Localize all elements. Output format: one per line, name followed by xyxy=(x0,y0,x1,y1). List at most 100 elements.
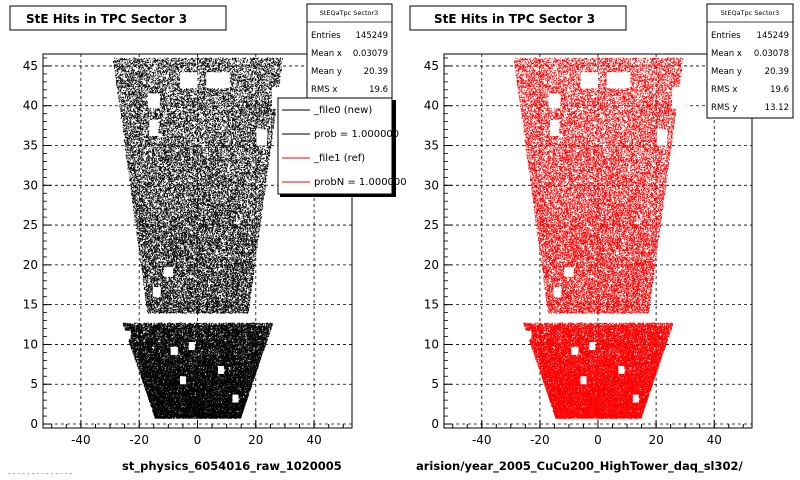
right-y-tick-label: 35 xyxy=(424,139,439,153)
left-x-tick-label: -20 xyxy=(129,433,149,447)
right-stat-value-2: 20.39 xyxy=(765,67,789,77)
legend-label-2: _file1 (ref) xyxy=(313,153,365,164)
left-dead-pad xyxy=(180,376,186,385)
left-title-box xyxy=(9,5,227,31)
left-stat-label-2: Mean y xyxy=(311,67,342,77)
left-x-axis-label: st_physics_6054016_raw_1020005 xyxy=(122,459,342,474)
left-y-tick-label: 35 xyxy=(23,139,38,153)
right-dead-pad xyxy=(606,72,630,89)
left-dead-pad xyxy=(152,287,161,297)
left-y-tick-label: 40 xyxy=(23,99,38,113)
left-dead-pad xyxy=(94,76,109,96)
left-chart-title: StE Hits in TPC Sector 3 xyxy=(26,12,187,26)
left-dead-pad xyxy=(170,346,178,355)
right-dead-pad xyxy=(504,152,518,174)
right-dead-pad xyxy=(571,346,579,355)
right-x-axis-label: arision/year_2005_CuCu200_HighTower_daq_… xyxy=(416,459,744,474)
right-hit-points xyxy=(494,57,687,419)
right-dead-pad xyxy=(494,76,510,96)
left-stat-value-1: 0.03079 xyxy=(353,49,388,59)
right-stats-box: StEQaTpc Sector3 Entries 145249 Mean x 0… xyxy=(706,3,794,119)
right-axes: -40 -20 0 20 40 0 5 10 15 20 25 30 35 40 45 xyxy=(424,57,744,447)
left-dead-pad xyxy=(147,93,160,109)
right-dead-pad xyxy=(618,365,625,374)
right-dead-pad xyxy=(548,93,561,109)
left-y-tick-label: 5 xyxy=(30,377,38,391)
left-stats-box: StEQaTpc Sector3 Entries 145249 Mean x 0… xyxy=(306,3,393,99)
right-y-tick-label: 10 xyxy=(424,337,439,351)
right-y-tick-label: 45 xyxy=(424,59,439,73)
right-x-tick-label: -20 xyxy=(530,433,550,447)
legend-label-0: _file0 (new) xyxy=(313,105,372,116)
right-dead-pad xyxy=(580,72,598,89)
left-stat-label-1: Mean x xyxy=(311,49,342,59)
left-dead-pad xyxy=(259,280,276,297)
left-hits-scatter xyxy=(112,57,283,419)
left-x-tick-label: -40 xyxy=(71,433,91,447)
left-stat-value-3: 19.6 xyxy=(369,85,388,95)
left-y-tick-label: 45 xyxy=(23,59,38,73)
legend-label-1: prob = 1.000000 xyxy=(314,129,399,140)
left-y-tick-label: 25 xyxy=(23,218,38,232)
right-x-tick-label: 0 xyxy=(594,433,602,447)
right-dead-pad xyxy=(525,330,532,339)
right-chart: StE Hits in TPC Sector 3 -40 -20 0 20 40 0 5 10… xyxy=(409,3,794,474)
left-stats-frame xyxy=(306,3,393,99)
left-dead-pad xyxy=(232,394,239,403)
right-y-tick-label: 15 xyxy=(424,298,439,312)
right-dead-pad xyxy=(550,120,559,136)
right-x-tick-label: 20 xyxy=(648,433,663,447)
left-x-tick-label: 20 xyxy=(248,433,263,447)
right-dead-pad xyxy=(632,394,639,403)
left-dead-pad xyxy=(217,365,224,374)
left-y-tick-label: 30 xyxy=(23,178,38,192)
right-hits-scatter xyxy=(513,57,684,419)
right-dead-pad xyxy=(589,342,596,351)
right-stat-value-0: 145249 xyxy=(757,31,789,41)
left-dead-pad xyxy=(124,330,131,339)
right-chart-title: StE Hits in TPC Sector 3 xyxy=(434,12,595,26)
left-dead-pad xyxy=(256,129,267,146)
left-y-tick-label: 0 xyxy=(30,417,38,431)
left-stat-value-0: 145249 xyxy=(356,31,388,41)
left-stat-label-3: RMS x xyxy=(311,85,337,95)
right-stat-label-2: Mean y xyxy=(711,67,742,77)
right-stat-value-1: 0.03078 xyxy=(754,49,789,59)
right-y-tick-label: 40 xyxy=(424,99,439,113)
right-dead-pad xyxy=(660,280,676,297)
left-dead-pad xyxy=(103,152,117,174)
right-stat-label-3: RMS x xyxy=(711,85,737,95)
right-dead-pad xyxy=(656,129,668,146)
left-legend: _file0 (new) prob = 1.000000 _file1 (ref… xyxy=(277,97,407,197)
right-dead-pad xyxy=(564,267,574,277)
right-y-tick-label: 0 xyxy=(431,417,439,431)
right-stat-label-0: Entries xyxy=(711,31,741,41)
left-stat-value-2: 20.39 xyxy=(364,67,388,77)
right-stat-value-4: 13.12 xyxy=(765,103,789,113)
right-y-tick-label: 30 xyxy=(424,178,439,192)
left-axes: -40 -20 0 20 40 0 5 10 15 20 25 30 35 40 45 xyxy=(23,57,344,447)
left-dead-pad xyxy=(188,342,195,351)
left-y-tick-label: 20 xyxy=(23,258,38,272)
left-dead-pad xyxy=(180,72,198,89)
left-stat-label-0: Entries xyxy=(311,31,341,41)
right-stats-frame xyxy=(706,3,794,119)
left-dead-pad xyxy=(163,267,173,277)
left-dead-pad xyxy=(206,72,230,89)
right-y-tick-label: 5 xyxy=(431,377,439,391)
legend-label-3: probN = 1.000000 xyxy=(314,177,407,188)
right-stats-name: StEQaTpc Sector3 xyxy=(721,9,780,17)
right-x-tick-label: 40 xyxy=(707,433,722,447)
right-dead-pad xyxy=(580,376,587,385)
right-stat-label-1: Mean x xyxy=(711,49,742,59)
right-y-tick-label: 25 xyxy=(424,218,439,232)
right-dead-pad xyxy=(553,287,562,297)
left-y-tick-label: 15 xyxy=(23,298,38,312)
right-x-tick-label: -40 xyxy=(472,433,492,447)
left-stats-name: StEQaTpc Sector3 xyxy=(320,9,379,17)
left-x-tick-label: 40 xyxy=(306,433,321,447)
right-stat-label-4: RMS y xyxy=(711,103,737,113)
left-y-tick-label: 10 xyxy=(23,337,38,351)
left-x-tick-label: 0 xyxy=(194,433,202,447)
